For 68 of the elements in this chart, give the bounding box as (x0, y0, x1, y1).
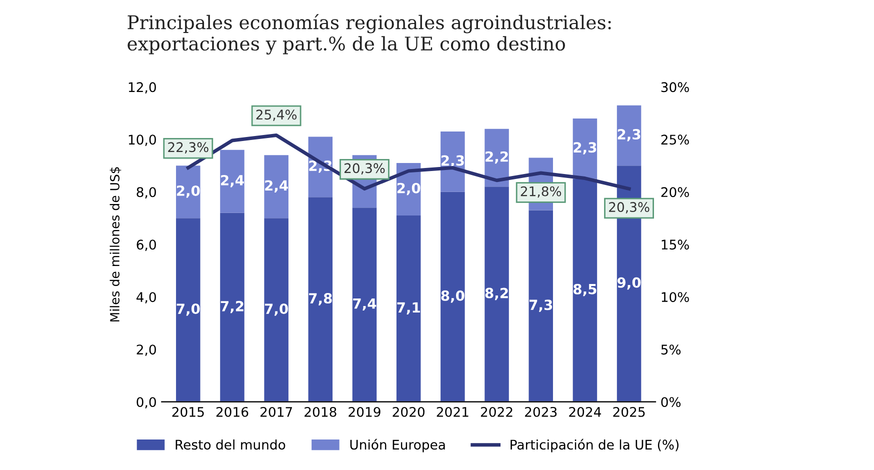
bar (308, 197, 333, 402)
y2-tick-label: 25% (661, 134, 689, 145)
x-tick-label: 2019 (348, 406, 380, 417)
data-label: 7,2 (220, 300, 244, 314)
bar (572, 178, 598, 402)
x-tick-label: 2018 (304, 406, 336, 417)
bar (484, 186, 509, 402)
x-tick-label: 2021 (436, 406, 468, 417)
data-label: 2,3 (618, 129, 640, 142)
chart-title: Principales economías regionales agroindustriales: exportaciones y part.% de la UE como destino (128, 14, 611, 55)
bar (440, 192, 465, 402)
y2-tick-label: 20% (661, 187, 689, 198)
data-label: 2,4 (221, 174, 244, 188)
data-label: 2,2 (486, 151, 508, 164)
y2-tick-label: 5% (661, 344, 681, 355)
bar (616, 105, 642, 166)
data-label: 7,4 (353, 298, 376, 311)
x-tick-label: 2017 (260, 406, 292, 417)
y-tick-label: 12,0 (128, 82, 156, 94)
data-label: 2,0 (397, 182, 420, 196)
legend-label: Unión Europea (350, 438, 445, 452)
x-tick-label: 2023 (525, 406, 557, 417)
bar (396, 216, 421, 402)
bar (352, 208, 377, 402)
data-label: 8,0 (441, 290, 464, 303)
data-label: 9,0 (617, 277, 641, 290)
y-tick-label: 10,0 (128, 134, 156, 146)
y-axis-title: Miles de millones de US$ (110, 167, 122, 322)
data-label: 7,8 (309, 293, 332, 306)
bar (264, 155, 288, 218)
data-label: 25,4% (256, 110, 297, 121)
data-label: 2,0 (176, 185, 200, 198)
bar (176, 218, 200, 402)
data-label: 21,8% (520, 186, 562, 198)
data-label: 20,3% (344, 163, 385, 174)
x-tick-label: 2024 (569, 406, 602, 417)
bar (528, 210, 553, 402)
y-tick-label: 2,0 (136, 344, 156, 356)
legend-label: Participación de la UE (%) (510, 438, 679, 452)
y2-tick-label: 30% (661, 82, 689, 92)
data-label: 2,3 (441, 155, 464, 168)
y-tick-label: 0,0 (136, 397, 156, 408)
y-tick-label: 4,0 (136, 292, 156, 304)
y-tick-label: 8,0 (136, 187, 156, 198)
data-label: 22,3% (168, 142, 208, 154)
bar (176, 166, 200, 218)
y-tick-label: 6,0 (136, 240, 156, 251)
data-label: 20,3% (609, 202, 650, 214)
data-label: 7,0 (264, 304, 288, 316)
x-tick-label: 2022 (480, 406, 512, 417)
y2-tick-label: 10% (662, 292, 689, 302)
data-label: 8,2 (485, 288, 508, 300)
x-tick-label: 2025 (613, 406, 645, 417)
y2-tick-label: 0% (661, 397, 681, 408)
bar (220, 150, 244, 213)
legend-label: Resto del mundo (176, 439, 286, 450)
y2-tick-label: 15% (662, 240, 689, 250)
bar (220, 212, 244, 402)
data-label: 7,1 (397, 302, 420, 314)
x-tick-label: 2020 (392, 406, 425, 417)
bar (264, 218, 288, 402)
data-label: 2,3 (574, 142, 596, 154)
data-label: 7,3 (529, 300, 552, 312)
x-tick-label: 2015 (172, 406, 204, 417)
data-label: 2,4 (265, 180, 288, 192)
data-label: 7,0 (176, 304, 200, 316)
x-tick-label: 2016 (216, 406, 248, 417)
data-label: 8,5 (574, 284, 596, 296)
